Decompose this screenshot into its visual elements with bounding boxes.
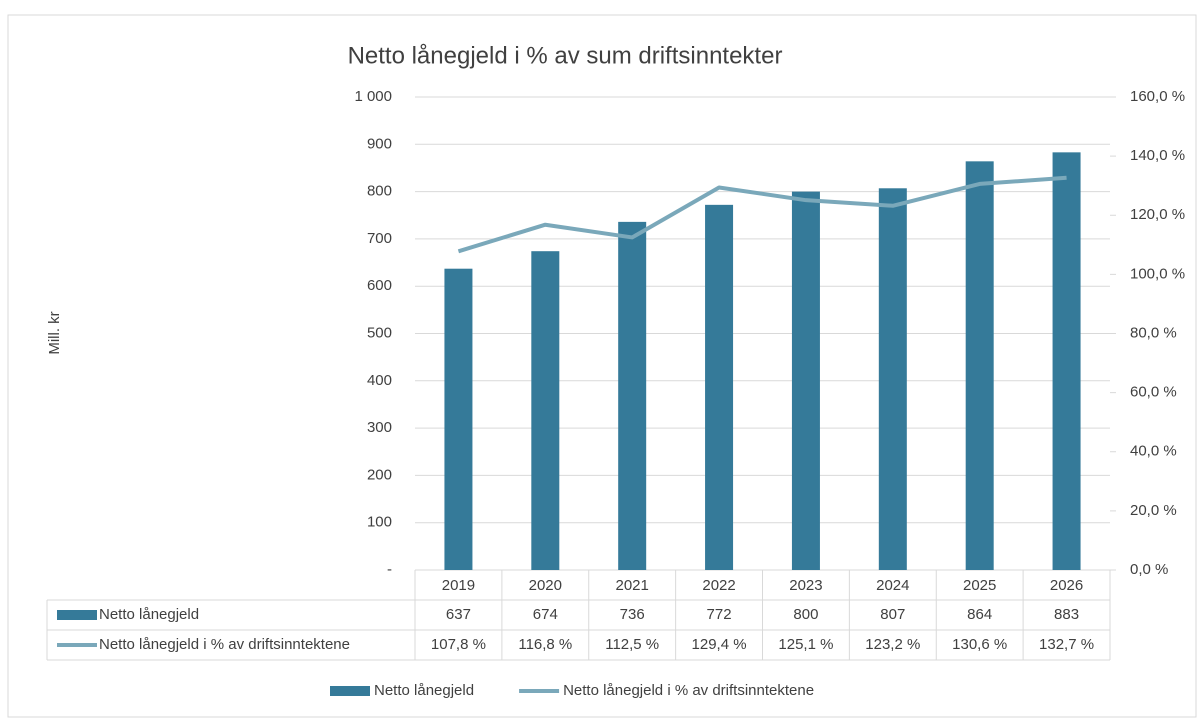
bar <box>1052 152 1081 570</box>
bar <box>965 161 994 570</box>
y-tick-label: 500 <box>367 324 392 341</box>
table-cell: 129,4 % <box>692 636 747 653</box>
y-tick-label: - <box>387 561 392 578</box>
legend-label: Netto lånegjeld i % av driftsinntektene <box>563 682 814 699</box>
y-tick-label: 300 <box>367 419 392 436</box>
y2-tick-label: 120,0 % <box>1130 206 1185 223</box>
y2-tick-label: 80,0 % <box>1130 324 1177 341</box>
table-cell: 736 <box>620 606 645 623</box>
y2-tick-label: 140,0 % <box>1130 147 1185 164</box>
x-tick-label: 2019 <box>442 577 475 594</box>
table-cell: 132,7 % <box>1039 636 1094 653</box>
bar <box>618 221 647 570</box>
y-tick-label: 700 <box>367 230 392 247</box>
table-cell: 123,2 % <box>865 636 920 653</box>
x-tick-label: 2020 <box>529 577 562 594</box>
y2-tick-label: 60,0 % <box>1130 384 1177 401</box>
y-tick-label: 400 <box>367 372 392 389</box>
table-row-label: Netto lånegjeld i % av driftsinntektene <box>99 636 350 653</box>
x-tick-label: 2021 <box>616 577 649 594</box>
table-cell: 883 <box>1054 606 1079 623</box>
bar <box>705 204 734 570</box>
table-cell: 772 <box>707 606 732 623</box>
bar <box>878 188 907 570</box>
table-cell: 107,8 % <box>431 636 486 653</box>
x-tick-label: 2022 <box>702 577 735 594</box>
y-tick-label: 900 <box>367 135 392 152</box>
table-cell: 116,8 % <box>518 636 572 653</box>
table-cell: 125,1 % <box>778 636 833 653</box>
y2-tick-label: 0,0 % <box>1130 561 1168 578</box>
legend-key <box>330 686 370 696</box>
y-tick-label: 600 <box>367 277 392 294</box>
x-tick-label: 2025 <box>963 577 996 594</box>
bar <box>531 251 560 570</box>
legend-key <box>57 610 97 620</box>
table-cell: 864 <box>967 606 992 623</box>
table-cell: 674 <box>533 606 558 623</box>
table-cell: 800 <box>793 606 818 623</box>
legend-label: Netto lånegjeld <box>374 682 474 699</box>
y-tick-label: 100 <box>367 514 392 531</box>
y-tick-label: 200 <box>367 466 392 483</box>
x-tick-label: 2026 <box>1050 577 1083 594</box>
y2-tick-label: 100,0 % <box>1130 265 1185 282</box>
table-cell: 637 <box>446 606 471 623</box>
line <box>457 175 1067 254</box>
y-tick-label: 1 000 <box>354 88 392 105</box>
y-axis-label: Mill. kr <box>46 311 63 354</box>
x-tick-label: 2024 <box>876 577 909 594</box>
table-cell: 807 <box>880 606 905 623</box>
table-cell: 112,5 % <box>605 636 659 653</box>
y2-tick-label: 20,0 % <box>1130 502 1177 519</box>
y-tick-label: 800 <box>367 183 392 200</box>
table-cell: 130,6 % <box>952 636 1007 653</box>
y2-tick-label: 160,0 % <box>1130 88 1185 105</box>
bar <box>791 191 820 570</box>
table-row-label: Netto lånegjeld <box>99 606 199 623</box>
y2-tick-label: 40,0 % <box>1130 443 1177 460</box>
chart-title: Netto lånegjeld i % av sum driftsinntekt… <box>348 42 783 69</box>
x-tick-label: 2023 <box>789 577 822 594</box>
bar <box>444 268 473 570</box>
